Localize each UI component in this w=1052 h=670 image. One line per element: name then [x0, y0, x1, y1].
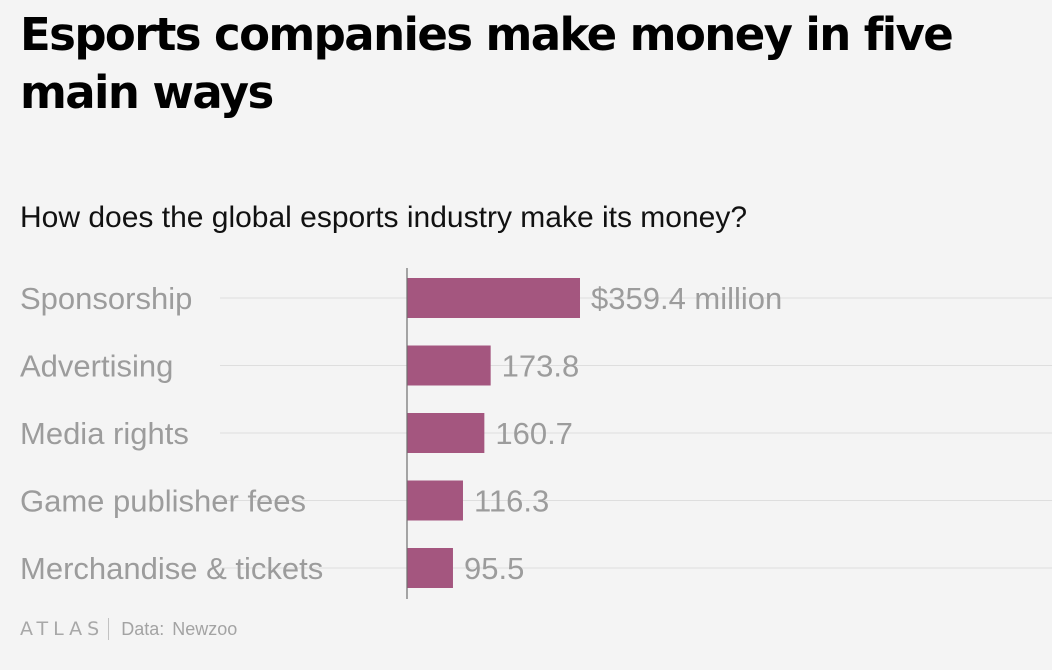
category-label: Media rights: [20, 416, 189, 451]
chart-title: Esports companies make money in five mai…: [20, 8, 954, 119]
value-label: 173.8: [502, 349, 580, 384]
category-label: Advertising: [20, 349, 173, 384]
bar: [407, 345, 491, 386]
bar: [407, 548, 453, 588]
bar: [407, 480, 463, 521]
value-label: 95.5: [464, 551, 524, 586]
value-label: $359.4 million: [591, 281, 782, 316]
atlas-logo: ATLAS: [20, 618, 105, 640]
bar: [407, 278, 580, 318]
footer-divider: [108, 618, 110, 640]
bar: [407, 413, 485, 453]
chart-subtitle: How does the global esports industry mak…: [20, 201, 748, 234]
source-value: Newzoo: [172, 618, 238, 639]
source-label: Data:: [121, 618, 165, 639]
value-label: 116.3: [474, 484, 549, 519]
source-credit: Data: Newzoo: [121, 619, 237, 640]
category-label: Merchandise & tickets: [20, 551, 323, 586]
value-label: 160.7: [495, 416, 573, 451]
category-label: Game publisher fees: [20, 484, 306, 519]
category-label: Sponsorship: [20, 281, 192, 316]
footer: ATLAS Data: Newzoo: [20, 614, 237, 644]
